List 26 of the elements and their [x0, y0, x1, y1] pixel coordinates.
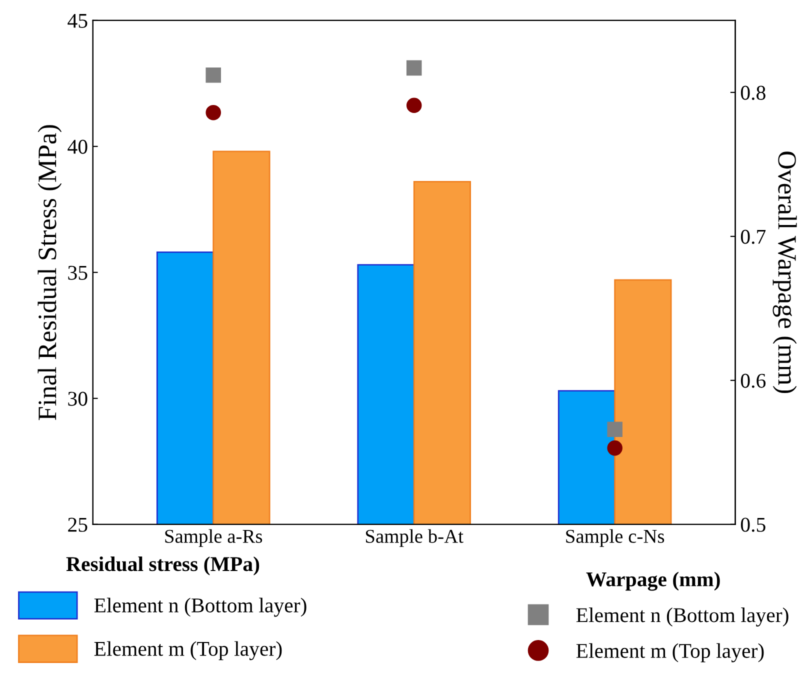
point: [206, 68, 221, 83]
legend-label: Element m (Top layer): [94, 641, 282, 660]
y-axis-title: Final Residual Stress (MPa): [38, 125, 62, 420]
y-tick-label: 40: [68, 140, 88, 154]
y2-tick-label: 0.5: [740, 518, 766, 532]
y-tick-label: 35: [68, 266, 88, 280]
y2-axis-title: Overall Warpage (mm): [772, 152, 797, 394]
x-tick-label: Sample b-At: [366, 529, 464, 547]
point: [406, 60, 422, 76]
legend-label: Element m (Top layer): [576, 643, 764, 662]
y-tick-label: 25: [68, 518, 88, 532]
text: Residual stress (MPa): [66, 556, 260, 576]
y-tick-label: 45: [68, 14, 88, 28]
x-tick-label: Sample c-Ns: [566, 529, 664, 547]
legend-label: Element n (Bottom layer): [94, 598, 306, 617]
legend-label: Element n (Bottom layer): [576, 608, 788, 627]
y2-tick-label: 0.8: [740, 86, 766, 100]
point: [206, 104, 221, 120]
text: Warpage (mm): [586, 572, 720, 591]
point: [607, 422, 622, 437]
point: [406, 98, 422, 114]
point: [607, 440, 622, 456]
x-tick-label: Sample a-Rs: [165, 529, 262, 547]
y2-tick-label: 0.7: [740, 230, 766, 244]
y2-tick-label: 0.6: [740, 374, 766, 388]
y-tick-label: 30: [68, 392, 88, 406]
